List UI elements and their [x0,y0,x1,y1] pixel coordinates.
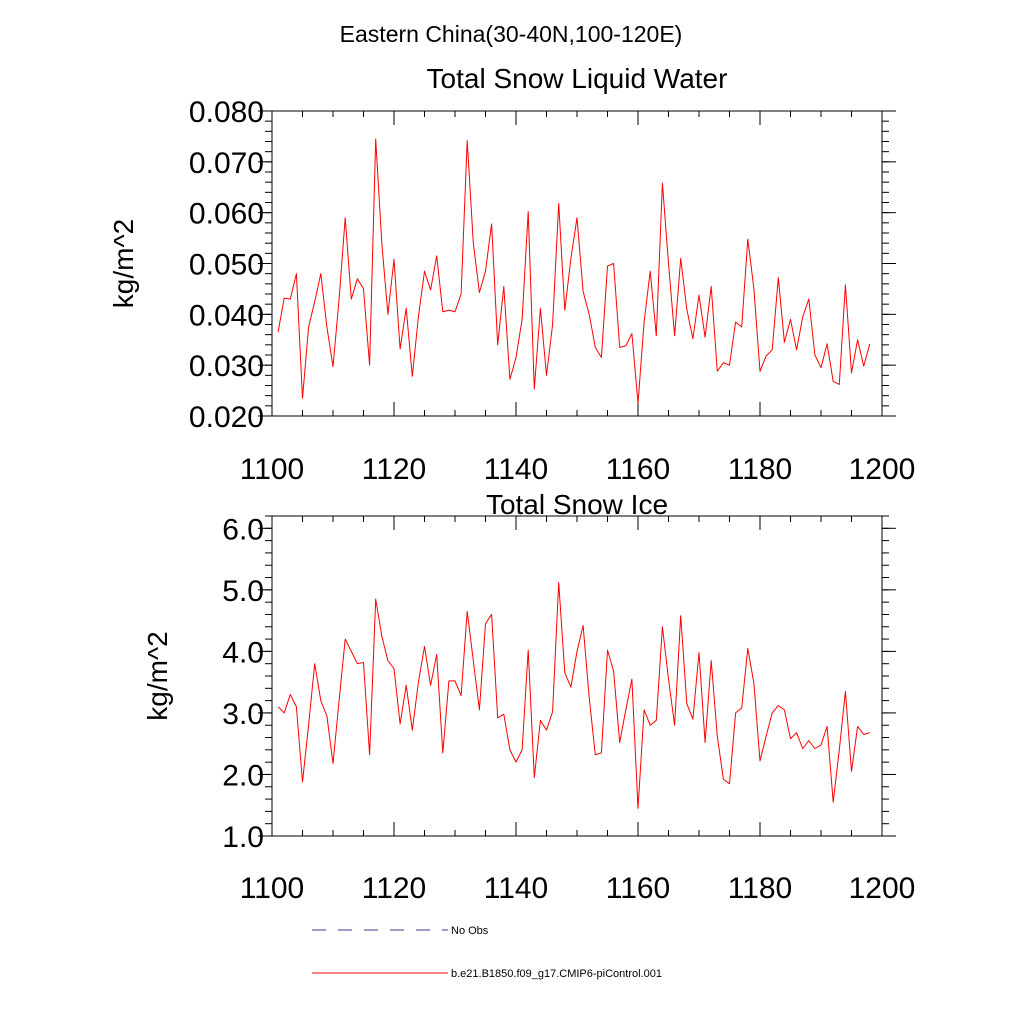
y-tick-label: 5.0 [222,575,264,608]
legend-label-no-obs: No Obs [451,925,489,937]
legend-label-control-run: b.e21.B1850.f09_g17.CMIP6-piControl.001 [451,968,662,980]
x-tick-label: 1100 [240,872,305,905]
y-tick-label: 3.0 [222,698,264,731]
chart-title: Total Snow Ice [486,489,668,520]
x-tick-label: 1180 [728,872,793,905]
y-tick-label: 0.030 [189,350,264,383]
y-tick-label: 2.0 [222,759,264,792]
y-axis-label: kg/m^2 [142,631,173,720]
x-tick-label: 1140 [484,872,549,905]
x-tick-label: 1100 [240,453,305,486]
x-tick-label: 1200 [849,453,916,486]
y-tick-label: 4.0 [222,636,264,669]
y-tick-label: 1.0 [222,821,264,854]
y-tick-label: 0.020 [189,401,264,434]
chart-title: Total Snow Liquid Water [427,63,728,94]
x-tick-label: 1120 [362,453,427,486]
x-tick-label: 1180 [728,453,793,486]
panel-snow-ice: Total Snow Ice 1100 1120 1140 1160 1180 1200 1.… [142,489,915,905]
series-line-control-run [277,138,871,404]
y-axis-label: kg/m^2 [108,219,139,308]
panel-snow-liquid-water: Total Snow Liquid Water 1100 1120 1140 1160 1… [108,63,915,486]
x-tick-label: 1160 [606,453,671,486]
y-tick-label: 0.040 [189,299,264,332]
x-tick-label: 1120 [362,872,427,905]
plot-frame [271,515,883,837]
y-tick-label: 0.050 [189,249,264,282]
x-tick-label: 1160 [606,872,671,905]
y-tick-label: 0.060 [189,198,264,231]
legend: No Obs b.e21.B1850.f09_g17.CMIP6-piContr… [312,925,662,980]
y-tick-label: 0.070 [189,147,264,180]
x-tick-label: 1200 [849,872,916,905]
y-tick-label: 6.0 [222,513,264,546]
y-tick-label: 0.080 [189,96,264,129]
series-line-control-run [277,581,870,809]
figure-suptitle: Eastern China(30-40N,100-120E) [340,21,683,47]
x-tick-label: 1140 [484,453,549,486]
plot-frame [271,110,883,417]
